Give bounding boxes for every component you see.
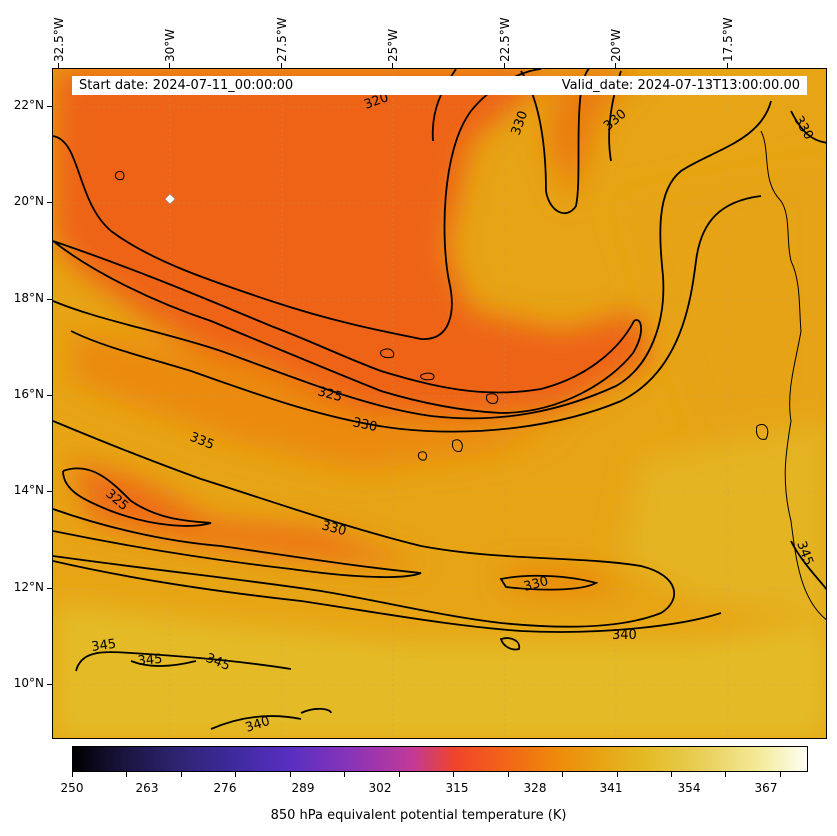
colorbar-tickmark [508,772,509,777]
map-panel: 320 330 330 330 325 330 335 325 330 330 … [52,68,827,739]
lat-tickmark [47,588,52,589]
lon-tickmark [615,63,616,68]
contour-lines [53,69,826,730]
colorbar-tickmark [725,772,726,777]
lon-tick-label: 32.5°W [52,17,66,62]
lat-tickmark [47,684,52,685]
lon-tick-label: 22.5°W [498,17,512,62]
island [380,348,395,359]
theta-e-field: 320 330 330 330 325 330 335 325 330 330 … [53,69,826,738]
valid-date-label: Valid_date: 2024-07-13T13:00:00.00 [561,78,800,93]
contour-330-ne [790,110,826,144]
contour-330-top [431,69,457,142]
lon-tickmark [727,63,728,68]
island [115,170,125,181]
contour-335-south [53,420,676,628]
contour-label: 345 [90,637,117,655]
colorbar-tick-label: 341 [599,781,623,795]
lat-tickmark [47,202,52,203]
colorbar [72,746,808,772]
lat-tickmark [47,395,52,396]
colorbar-tickmark [780,772,781,777]
island [452,439,463,452]
lat-tickmark [47,106,52,107]
lon-tickmark [58,63,59,68]
colorbar-tick-label: 250 [60,781,84,795]
contour-small [300,707,332,714]
colorbar-tickmark [126,772,127,777]
date-banner: Start date: 2024-07-11_00:00:00 Valid_da… [72,76,807,95]
colorbar-tickmark [235,772,236,777]
colorbar-tickmark [562,772,563,777]
colorbar-tickmark [671,772,672,777]
contour-345-mid [130,660,197,667]
colorbar-tick-label: 289 [291,781,315,795]
lat-tickmark [47,299,52,300]
island [486,393,499,404]
contour-label: 330 [351,415,378,435]
colorbar-tickmark [344,772,345,777]
colorbar-tickmark [399,772,400,777]
coastline-africa [760,130,826,620]
colorbar-tickmark [453,772,454,777]
colorbar-label: 850 hPa equivalent potential temperature… [270,808,567,823]
colorbar-tick-label: 367 [754,781,778,795]
lon-tick-label: 20°W [609,28,623,62]
location-marker [164,193,176,205]
contour-325-north [53,240,642,414]
colorbar-tickmark [181,772,182,777]
contour-345-se [790,540,826,590]
contour-325-west [62,467,212,527]
lon-tickmark [392,63,393,68]
contour-345-west [75,651,292,672]
lat-tick-label: 22°N [13,98,44,112]
contour-335 [70,195,762,433]
contour-340 [53,560,722,633]
lon-tick-label: 30°W [163,28,177,62]
field-shading [53,69,826,738]
colorbar-tickmark [290,772,291,777]
colorbar-tick-label: 276 [213,781,237,795]
gridlines [53,69,826,738]
contour-330-south [499,574,599,591]
colorbar-tickmark [617,772,618,777]
contour-blob [499,637,521,651]
contour-label: 325 [316,384,344,405]
island [756,424,769,440]
contour-330-north [53,100,772,420]
coastlines [115,130,826,620]
lat-tick-label: 18°N [13,291,44,305]
colorbar-tick-label: 302 [368,781,392,795]
colorbar-tick-label: 315 [445,781,469,795]
lat-tick-label: 12°N [13,580,44,594]
lat-tick-label: 16°N [13,387,44,401]
lat-tick-label: 14°N [13,483,44,497]
contour-330-west [53,508,422,578]
contour-label: 345 [137,652,163,669]
lon-tick-label: 17.5°W [721,17,735,62]
lon-tickmark [281,63,282,68]
island [417,451,428,461]
contour-340-south [210,715,302,730]
colorbar-tick-label: 263 [135,781,159,795]
lat-tick-label: 10°N [13,676,44,690]
lon-tick-label: 27.5°W [275,17,289,62]
lon-tickmark [169,63,170,68]
colorbar-tick-label: 354 [677,781,701,795]
contour-label: 340 [244,714,272,736]
contour-320 [53,69,542,340]
contour-label: 330 [320,518,348,539]
island [420,372,435,381]
lon-tickmark [504,63,505,68]
lat-tickmark [47,491,52,492]
start-date-label: Start date: 2024-07-11_00:00:00 [79,78,294,93]
contour-label: 330 [522,574,550,595]
colorbar-tickmark [72,772,73,777]
lat-tick-label: 20°N [13,194,44,208]
contour-label: 340 [612,628,637,643]
lon-tick-label: 25°W [386,28,400,62]
colorbar-tick-label: 328 [523,781,547,795]
